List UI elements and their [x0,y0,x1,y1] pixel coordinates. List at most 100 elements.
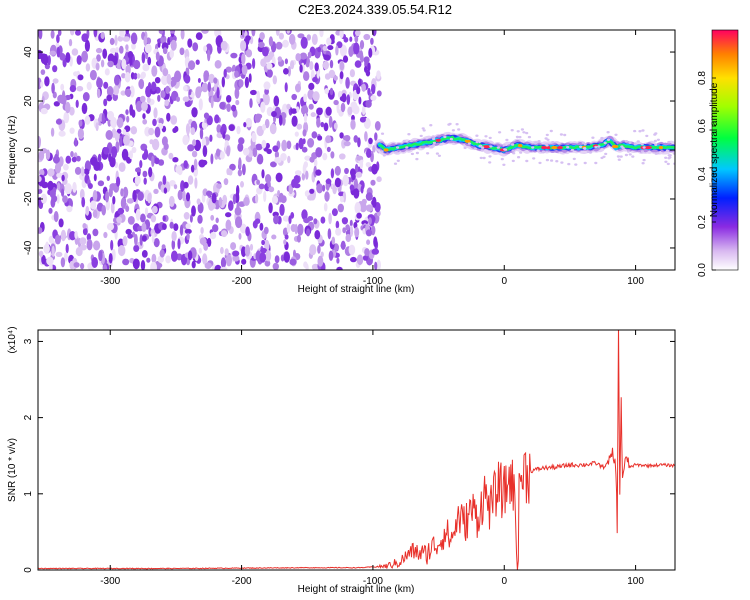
noise-blob [228,200,234,211]
ridge-speckle [489,145,493,148]
ridge-speckle [382,154,386,157]
noise-blob [183,181,189,189]
noise-blob [349,69,355,78]
ridge-speckle [579,145,583,148]
noise-blob [115,47,119,53]
ridge-speckle [422,129,426,132]
ridge-speckle [455,123,459,126]
noise-region [38,30,382,270]
noise-blob [326,37,332,46]
ridge-speckle [531,146,535,149]
noise-blob [226,103,231,112]
noise-blob [165,85,170,95]
noise-blob [325,135,332,144]
ridge-speckle [502,163,506,166]
noise-blob [339,132,344,139]
ridge-speckle [636,140,640,143]
noise-blob [108,252,113,264]
noise-blob [180,180,185,193]
noise-blob [370,37,374,45]
ridge-speckle [666,162,670,166]
ridge-speckle [534,141,538,144]
noise-blob [170,115,178,125]
ridge-speckle [536,149,540,152]
noise-blob [189,214,193,223]
ridge-speckle [624,153,629,157]
noise-blob [268,36,273,47]
snr-x-ticks: -300 -200 -100 0 100 [100,330,644,587]
noise-blob [120,188,124,197]
noise-blob [214,30,219,37]
noise-blob [289,33,296,45]
noise-blob [64,252,68,262]
ridge-speckle [667,157,671,160]
ridge-speckle [642,158,646,162]
colorbar: 0.0 0.2 0.4 0.6 0.8 Normalized spectral ampl… [697,29,739,277]
noise-blob [273,95,280,107]
noise-blob [306,34,311,41]
noise-blob [146,257,151,263]
noise-blob [339,61,345,71]
noise-blob [359,202,367,213]
noise-blob [185,223,191,229]
noise-blob [236,202,240,214]
ridge-speckle [594,145,598,149]
noise-blob [153,238,160,248]
noise-blob [298,137,304,150]
noise-blob [139,160,143,169]
noise-blob [200,227,204,234]
noise-blob [356,212,362,219]
noise-blob [335,220,340,229]
ridge-speckle [581,141,585,144]
ridge-speckle [616,155,621,158]
noise-blob [304,155,311,161]
ridge-speckle [626,150,631,153]
noise-blob [301,146,308,153]
noise-blob [204,262,212,270]
noise-blob [238,233,242,240]
noise-blob [86,233,92,241]
noise-blob [366,148,372,158]
noise-blob [329,59,334,69]
noise-blob [238,137,245,145]
noise-blob [373,236,378,248]
ridge-speckle [410,152,414,156]
noise-blob [63,163,69,171]
noise-blob [93,240,101,251]
noise-blob [56,46,60,58]
noise-blob [296,123,303,130]
y-tick-label: 1 [23,491,34,497]
noise-blob [268,186,275,193]
ridge-speckle [640,150,645,153]
noise-blob [340,240,346,250]
ridge-speckle [624,140,629,143]
noise-blob [328,250,334,261]
noise-blob [296,106,300,113]
noise-blob [73,262,80,268]
ridge-speckle [606,131,610,134]
noise-blob [317,255,324,267]
noise-blob [186,232,190,241]
noise-blob [96,77,103,89]
noise-blob [198,98,203,111]
colorbar-tick-label: 0.8 [697,71,708,85]
ridge-speckle [380,150,384,153]
noise-blob [286,103,291,110]
ridge-speckle [597,145,601,148]
noise-blob [342,135,350,141]
ridge-speckle [478,144,482,148]
noise-blob [116,216,122,224]
noise-blob [69,85,77,93]
noise-blob [376,70,381,80]
noise-blob [228,169,233,176]
ridge-hotspot [551,146,558,150]
noise-blob [317,46,321,53]
noise-blob [359,40,365,50]
ridge-speckle [443,135,447,139]
noise-blob [171,239,176,250]
noise-blob [130,126,138,135]
noise-blob [131,42,136,50]
noise-blob [209,203,216,210]
noise-blob [203,112,210,119]
noise-blob [59,95,67,105]
